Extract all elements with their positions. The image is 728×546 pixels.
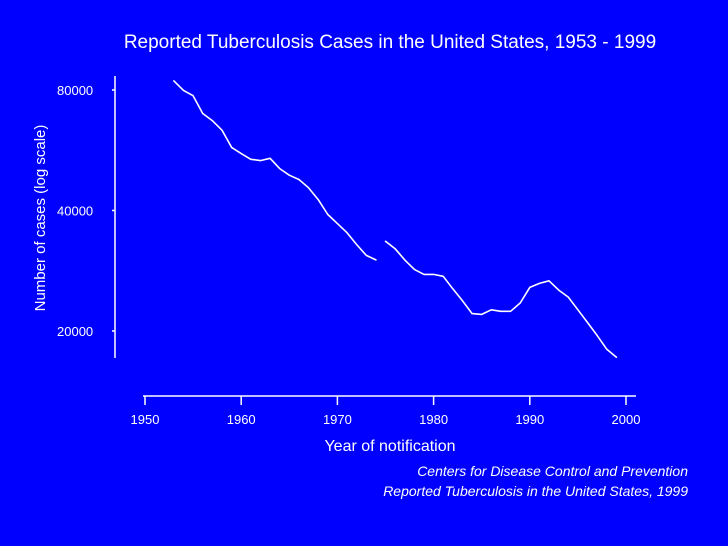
x-tick-label: 1990 — [515, 412, 544, 427]
credit-line-2: Reported Tuberculosis in the United Stat… — [383, 483, 688, 499]
series-line-2 — [384, 240, 618, 359]
x-tick-label: 2000 — [612, 412, 641, 427]
x-tick-label: 1960 — [227, 412, 256, 427]
credit-line-1: Centers for Disease Control and Preventi… — [417, 463, 688, 479]
chart-title: Reported Tuberculosis Cases in the Unite… — [123, 32, 657, 53]
y-tick-label: 40000 — [57, 204, 93, 219]
y-axis-label: Number of cases (log scale) — [32, 125, 49, 312]
series-line-1 — [173, 80, 377, 261]
y-tick-label: 20000 — [57, 324, 93, 339]
y-tick-label: 80000 — [57, 83, 93, 98]
x-tick-label: 1980 — [419, 412, 448, 427]
x-tick-label: 1950 — [131, 412, 160, 427]
x-axis-label: Year of notification — [324, 438, 455, 455]
x-tick-label: 1970 — [323, 412, 352, 427]
